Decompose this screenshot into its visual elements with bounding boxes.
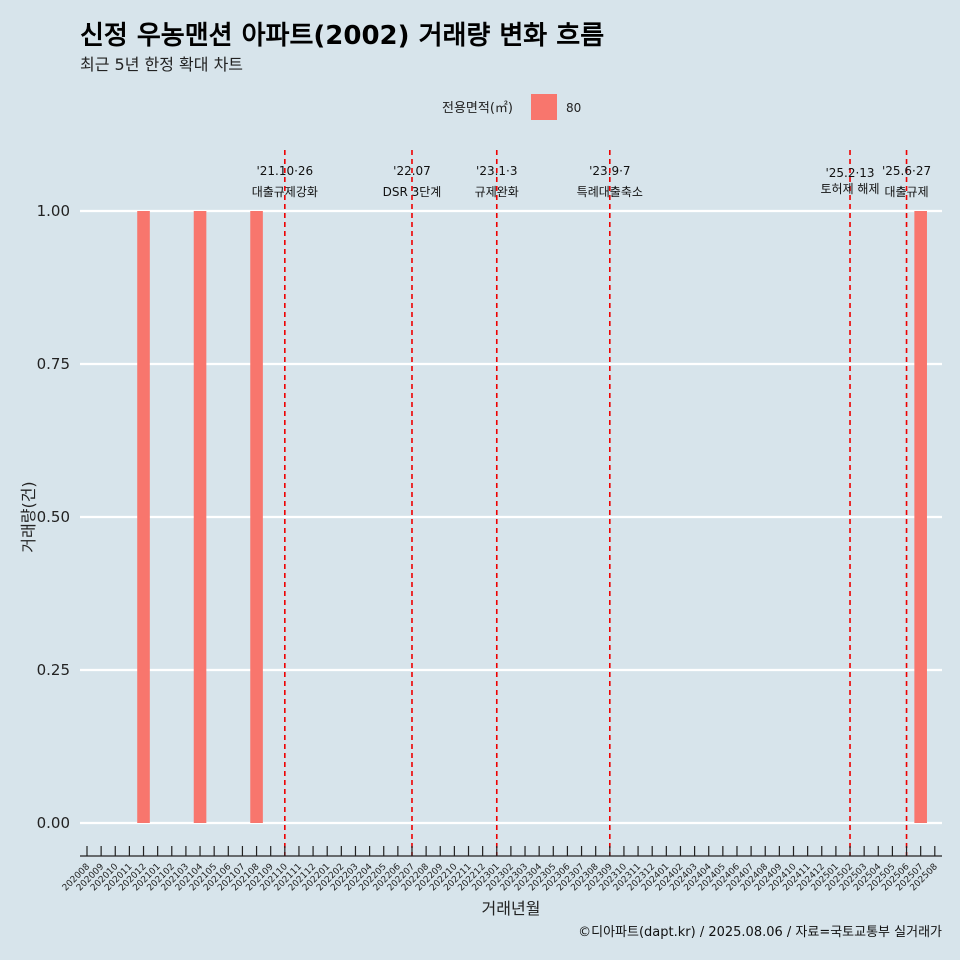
event-date-label: '23.9·7 [589, 164, 630, 178]
x-axis: 2020082020092020102020112020122021012021… [61, 846, 942, 893]
event-desc-label: 대출규제강화 [252, 185, 318, 199]
legend-title: 전용면적(㎡) [442, 101, 513, 116]
event-desc-label: 토허제 해제 [821, 182, 880, 196]
event-desc-label: 규제완화 [475, 185, 519, 199]
bar-202507 [914, 211, 927, 823]
event-desc-label: 특례대출축소 [577, 185, 643, 199]
event-date-label: '25.2·13 [825, 166, 874, 180]
y-tick-label: 0.75 [37, 355, 70, 373]
bar-202012 [137, 211, 150, 823]
event-desc-label: DSR 3단계 [383, 185, 442, 199]
y-axis: 0.00 0.25 0.50 0.75 1.00 [37, 202, 70, 832]
legend: 전용면적(㎡) 80 [442, 94, 581, 120]
event-lines: '21.10·26 대출규제강화 '22.07 DSR 3단계 '23.1·3 규제완화 '… [252, 150, 931, 856]
event-date-label: '21.10·26 [256, 164, 313, 178]
bar-202104 [193, 211, 207, 823]
legend-label: 80 [566, 101, 581, 115]
event-date-label: '25.6·27 [882, 164, 931, 178]
y-tick-label: 0.00 [37, 814, 70, 832]
event-date-label: '22.07 [393, 164, 431, 178]
chart-title: 신정 우농맨션 아파트(2002) 거래량 변화 흐름 [80, 21, 604, 51]
y-axis-title: 거래량(건) [19, 481, 38, 552]
y-tick-label: 0.25 [37, 661, 70, 679]
gridlines [80, 209, 942, 825]
y-tick-label: 1.00 [37, 202, 70, 220]
y-tick-label: 0.50 [37, 508, 70, 526]
event-desc-label: 대출규제 [884, 185, 928, 199]
caption: ©디아파트(dapt.kr) / 2025.08.06 / 자료=국토교통부 실… [578, 925, 942, 940]
chart-subtitle: 최근 5년 한정 확대 차트 [80, 55, 243, 74]
bars [137, 211, 927, 823]
legend-swatch [531, 94, 557, 120]
event-date-label: '23.1·3 [476, 164, 517, 178]
bar-202108 [250, 211, 263, 823]
x-axis-title: 거래년월 [482, 899, 541, 918]
